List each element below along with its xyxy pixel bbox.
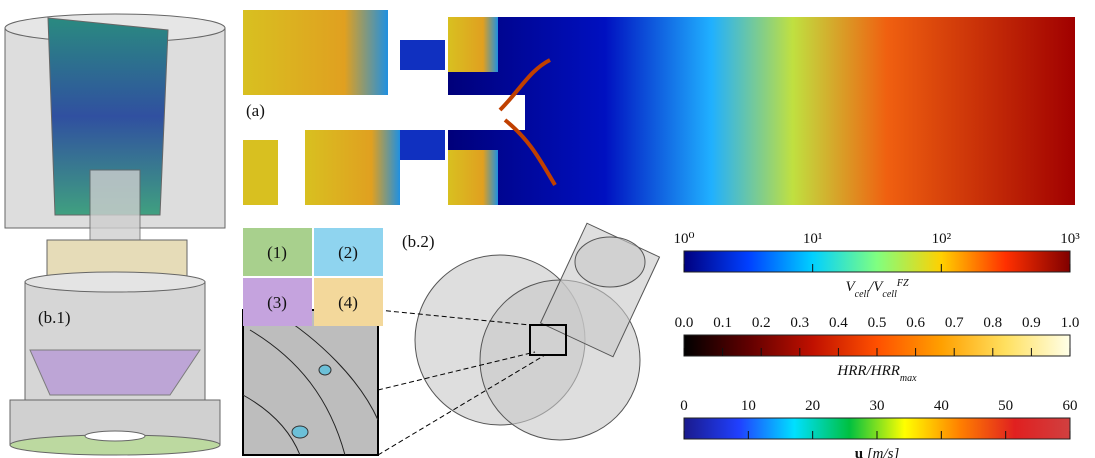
tick-label: 0.8 xyxy=(983,315,1002,331)
colorbars: 10⁰ 10¹ 10² 10³ Vcell/VcellFZ 0.0 0.1 0.2 0.3 0.4… xyxy=(673,231,1080,458)
label-part: cell xyxy=(882,289,897,300)
colorbar-label: Vcell/VcellFZ xyxy=(845,278,908,300)
tick-label: 0.6 xyxy=(906,315,925,331)
legend-label: (1) xyxy=(267,243,287,262)
tick-label: 60 xyxy=(1063,398,1078,414)
tick-label: 40 xyxy=(934,398,949,414)
figure: (b.1) (a) (b.2) (1)(2)(3)(4) 10⁰10¹10²10… xyxy=(0,0,1095,458)
tick-label: 10⁰ xyxy=(673,231,694,247)
colorbar-label: HRR/HRRmax xyxy=(836,363,917,384)
tick-label: 0 xyxy=(680,398,688,414)
tick-label: 1.0 xyxy=(1061,315,1080,331)
tick-label: 0.2 xyxy=(752,315,771,331)
tick-label: 10² xyxy=(932,231,952,247)
tick-label: 0.1 xyxy=(713,315,732,331)
legend-label: (4) xyxy=(338,293,358,312)
tick-label: 0.7 xyxy=(945,315,964,331)
tick-label: 0.3 xyxy=(790,315,809,331)
tick-label: 30 xyxy=(870,398,885,414)
label-part: max xyxy=(900,373,917,384)
label-part: HRR/HRR xyxy=(836,363,899,379)
colorbar xyxy=(684,251,1070,272)
tick-label: 10¹ xyxy=(803,231,823,247)
label-part: [m/s] xyxy=(863,446,899,458)
tick-label: 0.0 xyxy=(675,315,694,331)
colorbar-label: u [m/s] xyxy=(855,446,900,458)
panel-label: (a) xyxy=(246,101,265,120)
tick-label: 20 xyxy=(805,398,820,414)
tick-label: 50 xyxy=(998,398,1013,414)
tick-label: 0.5 xyxy=(868,315,887,331)
tick-label: 0.4 xyxy=(829,315,848,331)
field-render xyxy=(243,10,1075,205)
label-part: FZ xyxy=(896,278,909,289)
tick-label: 10 xyxy=(741,398,756,414)
nozzle-render xyxy=(415,223,659,440)
label-part: cell xyxy=(855,289,870,300)
label-part: u xyxy=(855,446,863,458)
tick-label: 10³ xyxy=(1060,231,1080,247)
combustor-render xyxy=(5,14,225,455)
panel-label: (b.1) xyxy=(38,308,71,327)
tick-label: 0.9 xyxy=(1022,315,1041,331)
legend-label: (3) xyxy=(267,293,287,312)
legend-label: (2) xyxy=(338,243,358,262)
panel-label: (b.2) xyxy=(402,232,435,251)
